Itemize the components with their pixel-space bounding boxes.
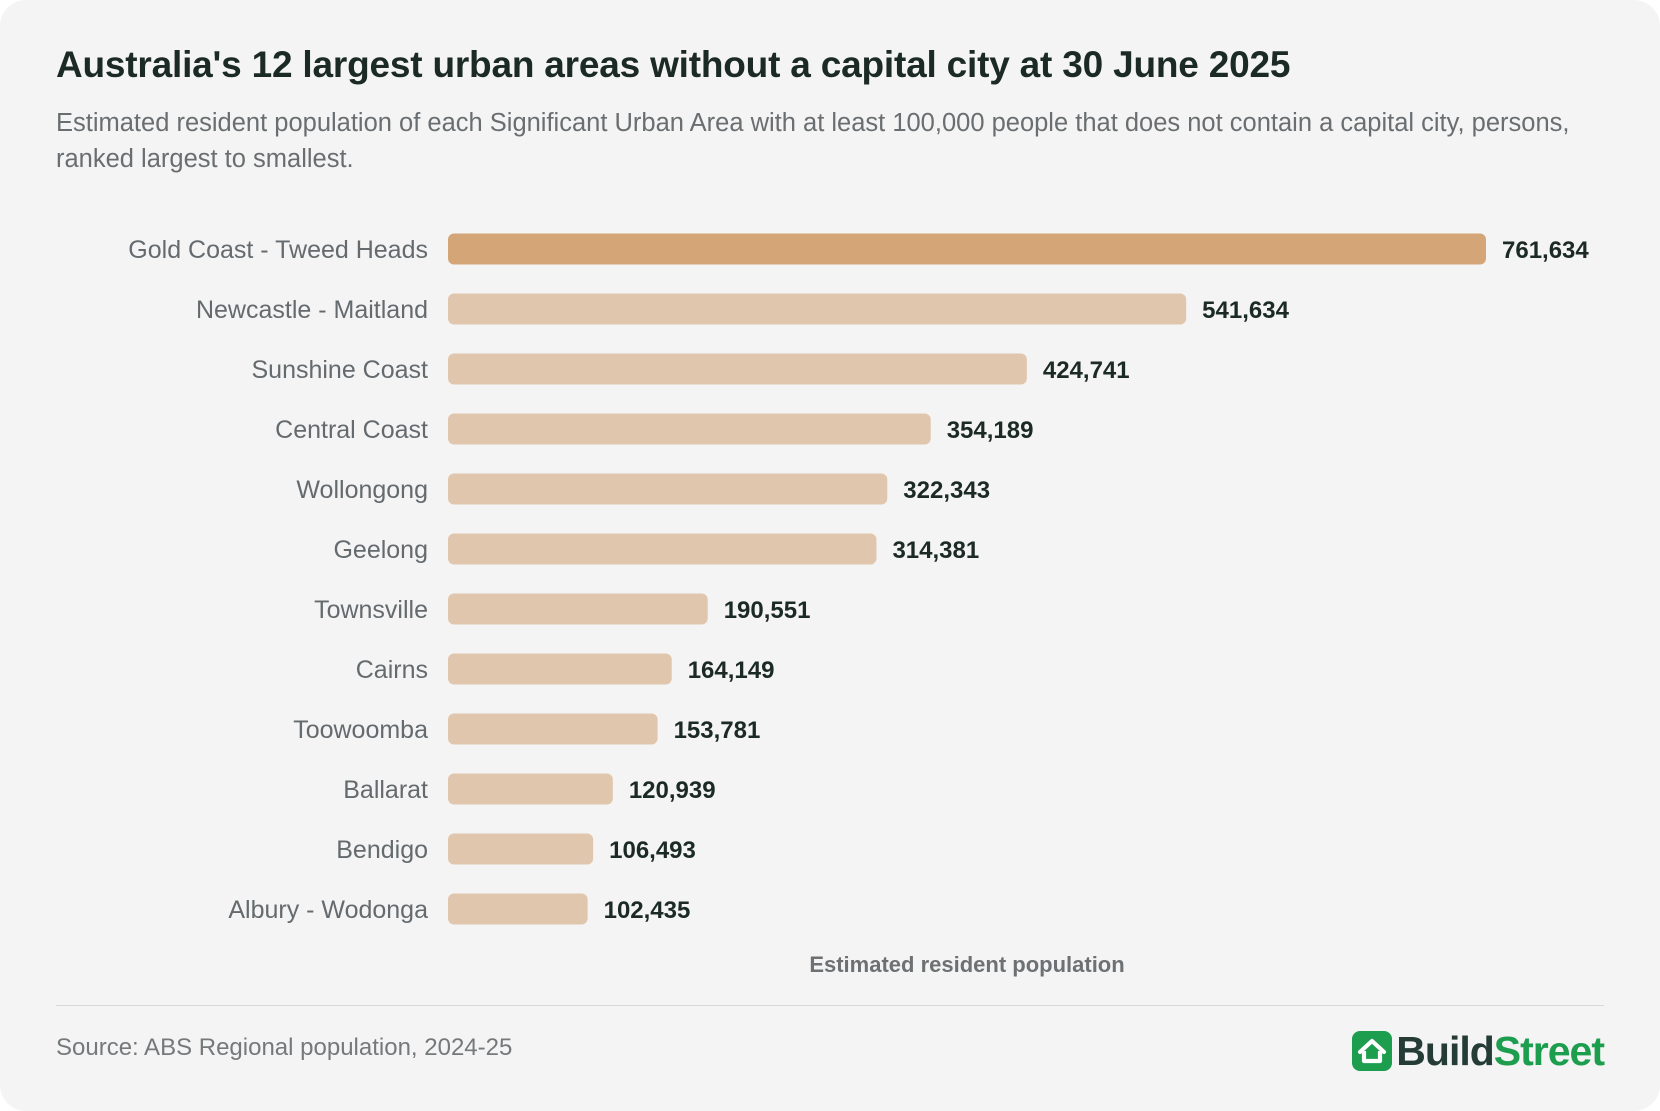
bar (448, 353, 1027, 385)
value-label: 354,189 (947, 417, 1034, 444)
value-label: 120,939 (629, 777, 716, 804)
bar-row: Central Coast 354,189 (275, 413, 1034, 445)
category-label: Albury - Wodonga (228, 896, 428, 924)
chart-title: Australia's 12 largest urban areas witho… (56, 44, 1291, 85)
bar (448, 413, 931, 445)
bar-highlighted (448, 233, 1486, 265)
value-label: 164,149 (688, 657, 775, 684)
x-axis-label: Estimated resident population (809, 952, 1124, 977)
bar-row: Cairns 164,149 (356, 653, 775, 685)
value-label: 190,551 (724, 597, 811, 624)
logo-text-street: Street (1493, 1028, 1605, 1074)
value-label: 153,781 (674, 717, 761, 744)
value-label: 322,343 (903, 477, 990, 504)
bar-row: Ballarat 120,939 (343, 773, 716, 805)
bar-row: Townsville 190,551 (314, 593, 811, 625)
category-label: Toowoomba (293, 716, 428, 744)
bar (448, 473, 888, 505)
category-label: Central Coast (275, 416, 428, 444)
bar-row: Newcastle - Maitland 541,634 (196, 293, 1290, 325)
value-label: 424,741 (1043, 357, 1130, 384)
value-label: 541,634 (1202, 297, 1289, 324)
bar-row: Albury - Wodonga 102,435 (228, 893, 691, 925)
value-label: 314,381 (892, 537, 979, 564)
bar (448, 773, 613, 805)
bar-row: Toowoomba 153,781 (293, 713, 761, 745)
bar-row: Sunshine Coast 424,741 (251, 353, 1130, 385)
value-label: 761,634 (1502, 237, 1589, 264)
bar (448, 593, 708, 625)
category-label: Wollongong (296, 476, 428, 504)
category-label: Newcastle - Maitland (196, 296, 428, 324)
bar (448, 653, 672, 685)
footer-divider (56, 1005, 1604, 1006)
bar (448, 533, 877, 565)
bar-row: Geelong 314,381 (333, 533, 979, 565)
bar (448, 893, 588, 925)
category-label: Cairns (356, 656, 428, 684)
category-label: Ballarat (343, 776, 428, 804)
category-label: Bendigo (336, 836, 428, 864)
bar-row: Bendigo 106,493 (336, 833, 696, 865)
logo-text-build: Build (1396, 1028, 1494, 1074)
bar (448, 293, 1187, 325)
bar-row: Wollongong 322,343 (296, 473, 990, 505)
value-label: 102,435 (604, 897, 691, 924)
house-icon (1352, 1031, 1393, 1071)
category-label: Geelong (333, 536, 428, 564)
category-label: Sunshine Coast (251, 356, 428, 384)
value-label: 106,493 (609, 837, 696, 864)
category-label: Gold Coast - Tweed Heads (128, 236, 428, 264)
source-note: Source: ABS Regional population, 2024-25 (56, 1034, 513, 1061)
bar-row: Gold Coast - Tweed Heads 761,634 (128, 233, 1589, 265)
bar-chart: Gold Coast - Tweed Heads 761,634 Newcastle… (128, 233, 1589, 977)
category-label: Townsville (314, 596, 428, 624)
buildstreet-logo[interactable]: BuildStreet (1352, 1028, 1605, 1074)
bar (448, 833, 594, 865)
bar (448, 713, 658, 745)
chart-subtitle: Estimated resident population of each Si… (56, 109, 1570, 173)
